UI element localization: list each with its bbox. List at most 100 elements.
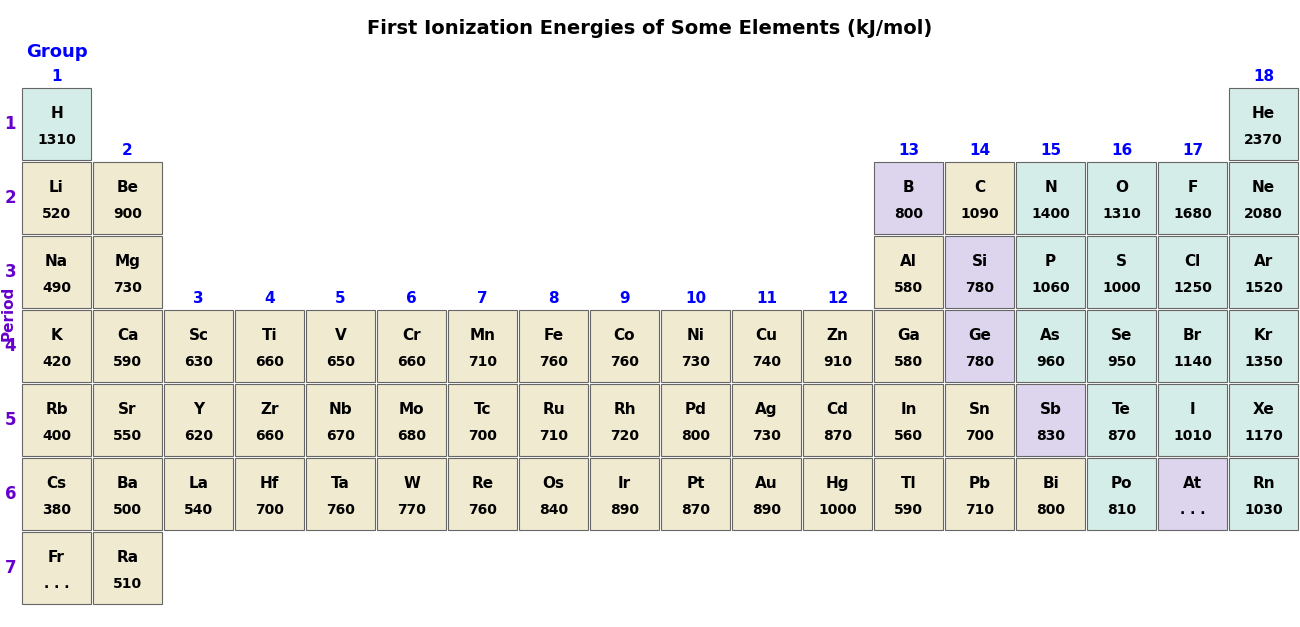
Text: Xe: Xe [1253,403,1274,418]
Bar [22,384,91,456]
Text: 660: 660 [255,355,283,369]
Text: 870: 870 [681,503,710,517]
Text: Hg: Hg [826,477,849,492]
Text: C: C [974,181,985,196]
Text: P: P [1045,255,1056,270]
Text: Nb: Nb [329,403,352,418]
Text: Os: Os [542,477,564,492]
Text: Na: Na [46,255,68,270]
Bar [519,310,588,382]
Bar [235,310,304,382]
Bar [660,384,731,456]
Text: 9: 9 [619,291,629,306]
Bar [94,532,162,604]
Text: Ra: Ra [117,551,139,566]
Text: Cd: Cd [827,403,849,418]
Bar [945,458,1014,530]
Text: Zn: Zn [827,329,849,344]
Text: 800: 800 [1036,503,1065,517]
Bar [377,384,446,456]
Bar [377,310,446,382]
Bar [1017,162,1086,234]
Text: Tl: Tl [901,477,916,492]
Text: . . .: . . . [1180,503,1205,517]
Text: V: V [334,329,346,344]
Bar [874,162,942,234]
Text: 2: 2 [4,189,16,207]
Text: Rh: Rh [614,403,636,418]
Text: Po: Po [1110,477,1132,492]
Text: Se: Se [1110,329,1132,344]
Bar [732,458,801,530]
Text: 780: 780 [965,281,994,295]
Text: 760: 760 [326,503,355,517]
Text: 4: 4 [4,337,16,355]
Text: 7: 7 [477,291,488,306]
Text: 630: 630 [185,355,213,369]
Text: F: F [1187,181,1197,196]
Text: 520: 520 [42,207,72,221]
Text: Zr: Zr [260,403,278,418]
Bar [22,458,91,530]
Text: Te: Te [1112,403,1131,418]
Text: Ni: Ni [686,329,705,344]
Text: 400: 400 [42,429,72,443]
Text: 660: 660 [255,429,283,443]
Text: 580: 580 [894,355,923,369]
Text: 7: 7 [4,559,16,577]
Text: 720: 720 [610,429,640,443]
Text: 1030: 1030 [1244,503,1283,517]
Bar [94,384,162,456]
Text: 10: 10 [685,291,706,306]
Bar [1228,384,1297,456]
Text: Cu: Cu [755,329,777,344]
Bar [874,236,942,308]
Text: 900: 900 [113,207,142,221]
Text: 730: 730 [681,355,710,369]
Text: At: At [1183,477,1202,492]
Text: 800: 800 [894,207,923,221]
Bar [874,384,942,456]
Text: I: I [1190,403,1195,418]
Bar [1228,88,1297,160]
Text: Tc: Tc [473,403,491,418]
Text: 680: 680 [396,429,426,443]
Text: 760: 760 [468,503,497,517]
Text: Group: Group [26,43,87,61]
Text: Be: Be [117,181,139,196]
Bar [732,384,801,456]
Text: Cl: Cl [1184,255,1201,270]
Text: Ba: Ba [117,477,139,492]
Text: Period: Period [0,286,16,341]
Bar [1228,458,1297,530]
Text: 1350: 1350 [1244,355,1283,369]
Text: 760: 760 [540,355,568,369]
Bar [660,458,731,530]
Text: 6: 6 [4,485,16,503]
Bar [306,384,374,456]
Bar [1017,236,1086,308]
Text: 870: 870 [1108,429,1136,443]
Text: 1680: 1680 [1173,207,1212,221]
Bar [1017,384,1086,456]
Text: 510: 510 [113,577,142,591]
Text: Ir: Ir [618,477,630,492]
Text: In: In [900,403,916,418]
Text: 700: 700 [468,429,497,443]
Text: 3: 3 [194,291,204,306]
Text: . . .: . . . [44,577,69,591]
Text: 840: 840 [540,503,568,517]
Text: Sc: Sc [188,329,208,344]
Text: Ge: Ge [968,329,991,344]
Text: 11: 11 [757,291,777,306]
Text: 760: 760 [610,355,638,369]
Text: Ag: Ag [755,403,777,418]
Text: 800: 800 [681,429,710,443]
Text: 6: 6 [406,291,417,306]
Bar [235,384,304,456]
Text: 5: 5 [335,291,346,306]
Text: Fe: Fe [543,329,564,344]
Text: 5: 5 [4,411,16,429]
Bar [590,458,659,530]
Text: 710: 710 [965,503,994,517]
